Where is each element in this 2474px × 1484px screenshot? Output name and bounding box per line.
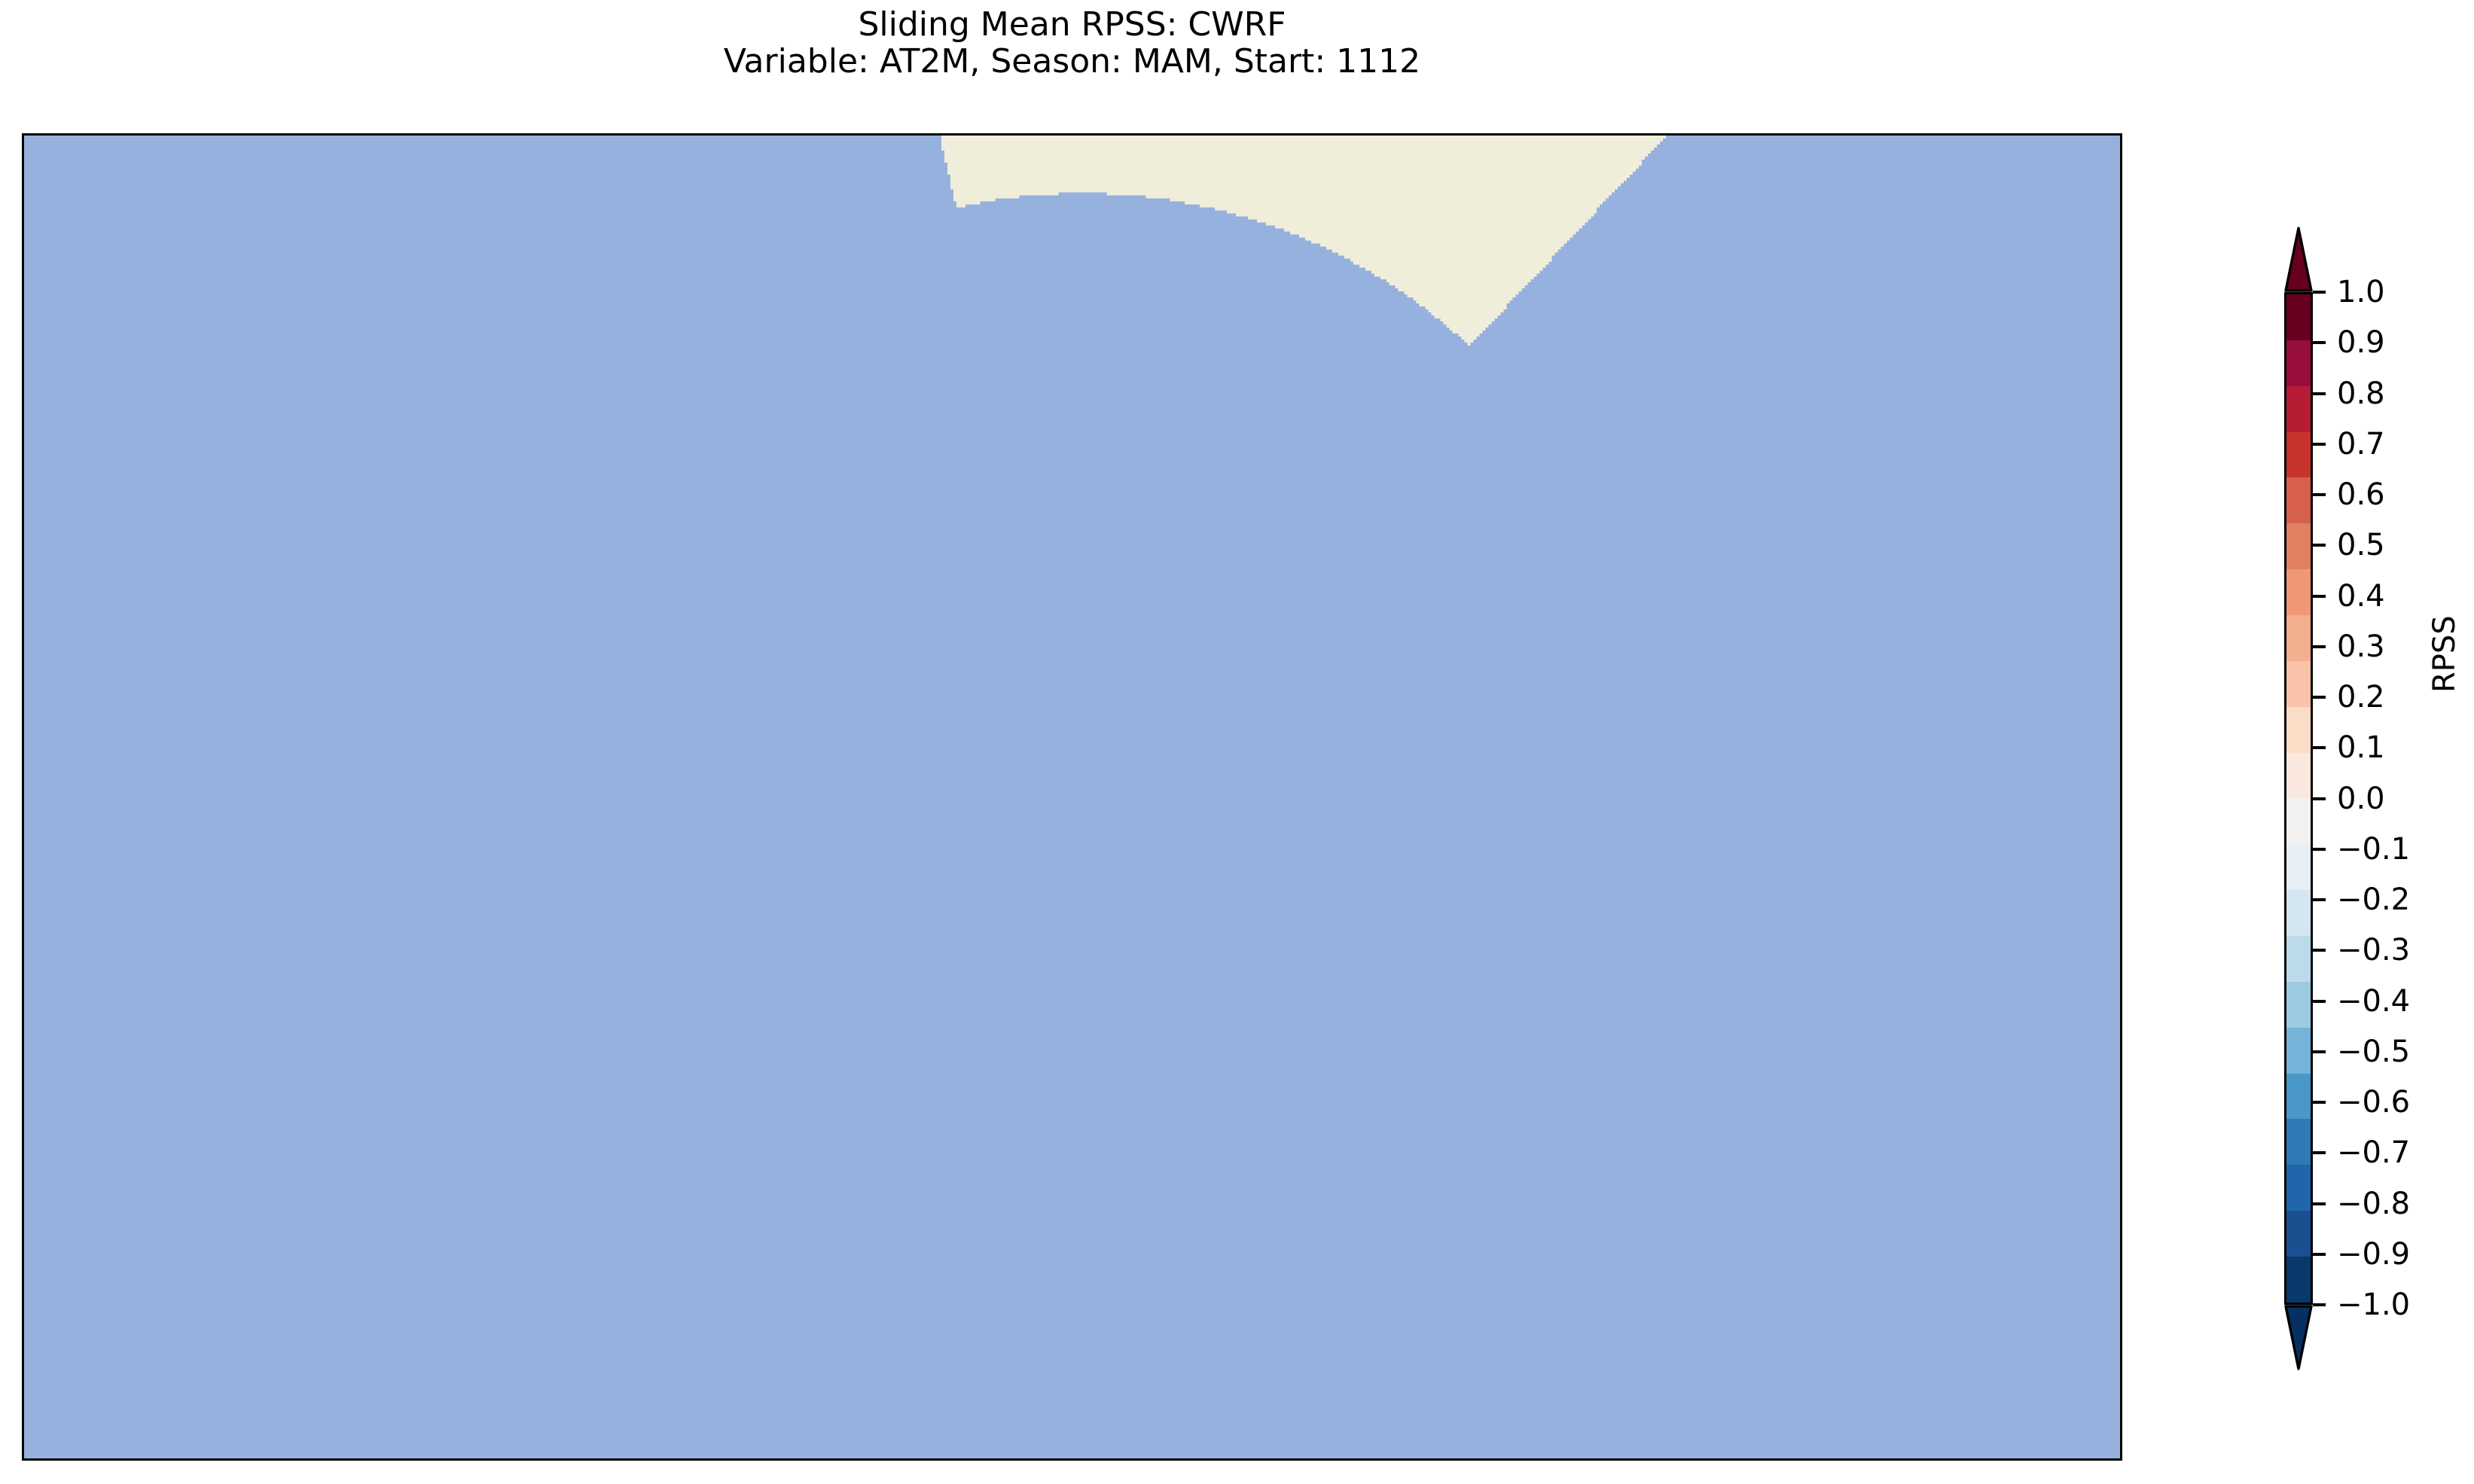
colorbar-ticklabel: 0.5 bbox=[2337, 528, 2385, 563]
figure-title-block: Sliding Mean RPSS: CWRF Variable: AT2M, … bbox=[0, 0, 2144, 81]
figure-title-line-1: Sliding Mean RPSS: CWRF bbox=[858, 5, 1286, 44]
colorbar-band-7 bbox=[2286, 615, 2311, 661]
colorbar-tickmark bbox=[2313, 1151, 2326, 1155]
colorbar-ticklabel: 0.7 bbox=[2337, 426, 2385, 462]
colorbar-ticklabel: 0.0 bbox=[2337, 781, 2385, 816]
colorbar-ticklabel: 0.3 bbox=[2337, 629, 2385, 664]
colorbar-band-1 bbox=[2286, 340, 2311, 386]
colorbar-tickmark bbox=[2313, 341, 2326, 345]
colorbar-band-10 bbox=[2286, 752, 2311, 799]
colorbar-ticklabel: −0.7 bbox=[2337, 1135, 2411, 1171]
map-geography-layer bbox=[24, 136, 2120, 1458]
colorbar-ticklabel: −0.6 bbox=[2337, 1085, 2411, 1120]
colorbar-band-12 bbox=[2286, 844, 2311, 891]
colorbar-band-4 bbox=[2286, 477, 2311, 524]
colorbar-band-8 bbox=[2286, 660, 2311, 707]
figure-title-line-2: Variable: AT2M, Season: MAM, Start: 1112 bbox=[723, 42, 1421, 81]
colorbar-tickmark bbox=[2313, 442, 2326, 446]
colorbar-band-16 bbox=[2286, 1027, 2311, 1074]
colorbar-tick-list: 1.0 0.9 0.8 0.7 0.6 0.5 0.4 0.3 0.2 0.1 0.0 −0.1 −0.… bbox=[2313, 275, 2471, 1322]
colorbar-tickmark bbox=[2313, 999, 2326, 1003]
colorbar-tickmark bbox=[2313, 746, 2326, 750]
colorbar-ticklabel: 1.0 bbox=[2337, 275, 2385, 309]
colorbar-ticklabel: 0.9 bbox=[2337, 325, 2385, 361]
colorbar-band-2 bbox=[2286, 385, 2311, 432]
colorbar-tickmark bbox=[2313, 1202, 2326, 1205]
colorbar-band-3 bbox=[2286, 431, 2311, 478]
colorbar-extend-arrow-top bbox=[2284, 227, 2313, 292]
colorbar-ticklabel: 0.2 bbox=[2337, 680, 2385, 715]
colorbar-ticklabel: 0.4 bbox=[2337, 578, 2385, 614]
colorbar[interactable]: 1.0 0.9 0.8 0.7 0.6 0.5 0.4 0.3 0.2 0.1 0.0 −0.1 −0.… bbox=[2284, 226, 2472, 1370]
colorbar-tickmark bbox=[2313, 1303, 2326, 1306]
map-axes[interactable] bbox=[22, 133, 2122, 1461]
colorbar-tickmark bbox=[2313, 644, 2326, 648]
colorbar-tickmark bbox=[2313, 1101, 2326, 1104]
colorbar-tickmark bbox=[2313, 696, 2326, 699]
colorbar-tickmark bbox=[2313, 544, 2326, 547]
colorbar-tickmark bbox=[2313, 291, 2326, 294]
colorbar-ticklabel: −1.0 bbox=[2337, 1287, 2411, 1322]
colorbar-band-6 bbox=[2286, 569, 2311, 616]
colorbar-tickmark bbox=[2313, 594, 2326, 598]
colorbar-tickmark bbox=[2313, 797, 2326, 800]
colorbar-ticklabel: −0.9 bbox=[2337, 1236, 2411, 1272]
colorbar-extend-arrow-bottom bbox=[2284, 1305, 2313, 1370]
colorbar-tickmark bbox=[2313, 1252, 2326, 1256]
colorbar-tickmark bbox=[2313, 847, 2326, 851]
colorbar-ticklabel: 0.1 bbox=[2337, 730, 2385, 766]
colorbar-band-13 bbox=[2286, 890, 2311, 937]
colorbar-ticklabel: −0.3 bbox=[2337, 933, 2411, 968]
colorbar-band-15 bbox=[2286, 981, 2311, 1028]
colorbar-band-20 bbox=[2286, 1211, 2311, 1257]
colorbar-band-19 bbox=[2286, 1165, 2311, 1211]
colorbar-band-11 bbox=[2286, 798, 2311, 845]
colorbar-band-21 bbox=[2286, 1257, 2311, 1303]
colorbar-tickmark bbox=[2313, 949, 2326, 952]
colorbar-gradient-bar[interactable] bbox=[2284, 292, 2313, 1305]
rpss-heatmap-layer bbox=[24, 136, 2120, 1458]
colorbar-tickmark bbox=[2313, 1050, 2326, 1053]
colorbar-ticklabel: 0.8 bbox=[2337, 376, 2385, 411]
colorbar-axis-label: RPSS bbox=[2427, 615, 2462, 693]
colorbar-tickmark bbox=[2313, 898, 2326, 901]
colorbar-ticklabel: −0.4 bbox=[2337, 983, 2411, 1019]
colorbar-band-5 bbox=[2286, 523, 2311, 570]
colorbar-tickmark bbox=[2313, 493, 2326, 496]
colorbar-ticklabel: −0.8 bbox=[2337, 1186, 2411, 1221]
colorbar-ticklabel: 0.6 bbox=[2337, 477, 2385, 512]
colorbar-ticklabel: −0.2 bbox=[2337, 882, 2411, 917]
colorbar-band-0 bbox=[2286, 294, 2311, 340]
colorbar-band-17 bbox=[2286, 1073, 2311, 1120]
colorbar-tickmark bbox=[2313, 392, 2326, 395]
colorbar-band-14 bbox=[2286, 936, 2311, 982]
colorbar-band-18 bbox=[2286, 1119, 2311, 1166]
colorbar-ticklabel: −0.5 bbox=[2337, 1034, 2411, 1069]
colorbar-band-9 bbox=[2286, 706, 2311, 753]
colorbar-ticklabel: −0.1 bbox=[2337, 831, 2411, 867]
